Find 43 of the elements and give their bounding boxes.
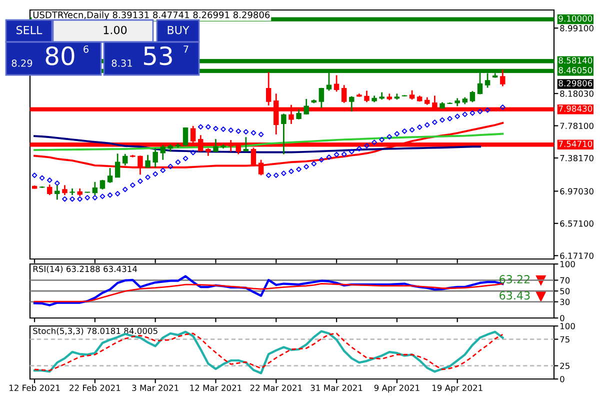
y-tick-label: 100 — [560, 260, 575, 268]
annotation: BUY — [168, 26, 190, 34]
x-tick-label: 19 Apr 2021 — [432, 384, 482, 393]
x-tick-label: 3 Mar 2021 — [132, 384, 178, 392]
y-tick-label: 7.78100 — [560, 122, 594, 130]
annotation: 8.31 — [112, 59, 132, 67]
y-tick-label: 70 — [560, 277, 570, 284]
y-tick-label: 0 — [560, 376, 564, 382]
chart-title: USDTRYecn,Daily 8.39131 8.47741 8.26991 8.29806 — [33, 11, 270, 20]
ref-line-label: 7.98430 — [558, 105, 592, 112]
y-tick-label: 0 — [560, 314, 564, 322]
y-tick-label: 7.38170 — [560, 154, 594, 162]
annotation: 63.43 — [500, 291, 530, 300]
y-tick-label: 100 — [560, 322, 575, 330]
x-tick-label: 12 Feb 2021 — [10, 384, 60, 392]
annotation: 7 — [184, 46, 188, 53]
x-tick-label: 22 Feb 2021 — [70, 384, 120, 392]
ref-line-label: 7.54710 — [558, 140, 592, 148]
y-tick-label: 6.57100 — [560, 220, 594, 227]
x-tick-label: 9 Apr 2021 — [374, 384, 420, 393]
annotation: 80 — [46, 46, 74, 66]
x-tick-label: 22 Mar 2021 — [250, 384, 302, 392]
annotation: 53 — [144, 46, 172, 66]
annotation: 6 — [84, 45, 88, 53]
chart-title: Stoch(5,3,3) 78.0181 84.0005 — [33, 328, 158, 336]
y-tick-label: 8.18030 — [560, 90, 594, 97]
annotation: SELL — [16, 26, 42, 34]
y-tick-label: 30 — [560, 298, 570, 306]
y-tick-label: 6.17170 — [560, 252, 594, 259]
y-tick-label: 75 — [560, 336, 570, 343]
annotation: 8.29 — [12, 59, 32, 67]
y-tick-label: 25 — [560, 362, 570, 370]
x-tick-label: 12 Mar 2021 — [190, 384, 242, 392]
y-tick-label: 50 — [560, 288, 570, 294]
ref-line-label: 9.10000 — [558, 15, 592, 22]
y-tick-label: 8.99100 — [560, 25, 594, 32]
ref-line-label: 8.58140 — [558, 57, 592, 64]
ref-line-label: 8.46050 — [558, 67, 592, 74]
y-tick-label: 6.97030 — [560, 188, 594, 194]
annotation: 1.00 — [104, 26, 127, 34]
x-tick-label: 31 Mar 2021 — [310, 384, 362, 392]
chart-title: RSI(14) 63.2188 63.4314 — [33, 266, 138, 274]
text: 8.29806 — [558, 80, 592, 86]
